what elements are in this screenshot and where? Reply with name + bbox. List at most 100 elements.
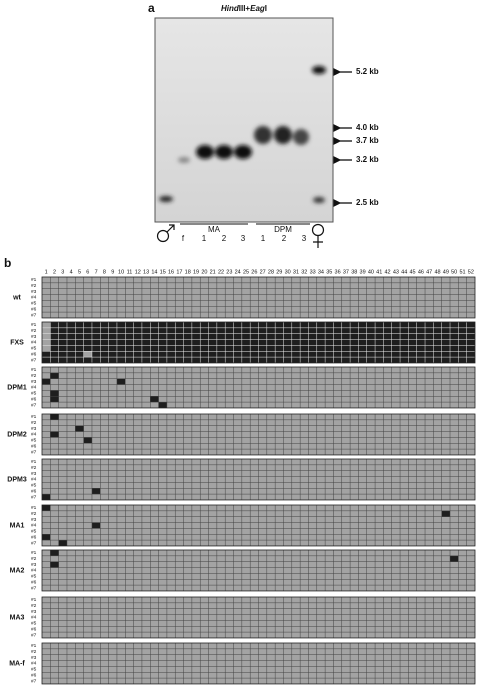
column-number: 29 xyxy=(276,269,282,275)
marker-label: 3.7 kb xyxy=(356,136,379,145)
cell xyxy=(91,522,101,529)
column-number: 37 xyxy=(343,269,349,275)
column-number: 19 xyxy=(193,269,199,275)
row-label: #7 xyxy=(31,494,37,500)
row-label: #4 xyxy=(31,568,37,574)
column-number: 44 xyxy=(401,269,407,275)
column-number: 28 xyxy=(268,269,274,275)
cell xyxy=(450,555,459,562)
row-label: #2 xyxy=(31,603,37,609)
row-label: #5 xyxy=(31,529,37,535)
row-label: #5 xyxy=(31,667,37,673)
row-label: #4 xyxy=(31,340,37,346)
column-number: 13 xyxy=(143,269,149,275)
column-number: 31 xyxy=(293,269,299,275)
block-border xyxy=(41,642,476,685)
block-border xyxy=(41,321,476,364)
row-label: #7 xyxy=(31,449,37,455)
row-label: #5 xyxy=(31,301,37,307)
row-label: #4 xyxy=(31,523,37,529)
column-number: 50 xyxy=(451,269,457,275)
cell xyxy=(75,425,84,432)
column-number: 22 xyxy=(218,269,224,275)
cell xyxy=(83,351,92,358)
cell xyxy=(58,540,67,546)
row-label: #6 xyxy=(31,579,37,585)
column-number: 1 xyxy=(45,269,48,275)
block-border xyxy=(41,504,476,547)
row-label: #3 xyxy=(31,289,37,295)
row-label: #7 xyxy=(31,357,37,363)
band xyxy=(313,197,325,203)
column-number: 11 xyxy=(127,269,133,275)
cell xyxy=(42,534,51,541)
cell xyxy=(91,488,101,495)
row-label: #1 xyxy=(31,322,37,328)
row-label: #5 xyxy=(31,391,37,397)
group-label: DPM xyxy=(274,225,292,234)
row-label: #6 xyxy=(31,396,37,402)
column-number: 33 xyxy=(310,269,316,275)
cell xyxy=(150,396,159,403)
group-label: MA xyxy=(208,225,221,234)
column-number: 8 xyxy=(103,269,106,275)
band xyxy=(254,126,272,144)
band xyxy=(178,157,190,163)
row-label: #1 xyxy=(31,643,37,649)
row-label: #5 xyxy=(31,574,37,580)
row-label: #5 xyxy=(31,346,37,352)
column-number: 52 xyxy=(468,269,474,275)
female-symbol xyxy=(311,223,325,248)
row-label: #1 xyxy=(31,367,37,373)
title-part: Eag xyxy=(250,4,265,13)
column-number: 32 xyxy=(301,269,307,275)
column-number: 40 xyxy=(368,269,374,275)
male-symbol xyxy=(156,224,175,243)
column-number: 25 xyxy=(243,269,249,275)
row-label: #2 xyxy=(31,649,37,655)
band xyxy=(159,196,173,202)
column-number: 46 xyxy=(418,269,424,275)
row-label: #7 xyxy=(31,585,37,591)
cell xyxy=(50,550,59,556)
column-number: 14 xyxy=(151,269,157,275)
row-label: #5 xyxy=(31,621,37,627)
row-label: #4 xyxy=(31,477,37,483)
cell xyxy=(158,402,167,408)
row-label: #6 xyxy=(31,672,37,678)
marker-label: 4.0 kb xyxy=(356,123,379,132)
column-number: 9 xyxy=(111,269,114,275)
marker-label: 5.2 kb xyxy=(356,67,379,76)
block-border xyxy=(41,549,476,592)
column-number: 10 xyxy=(118,269,124,275)
row-label: #6 xyxy=(31,626,37,632)
band xyxy=(234,145,252,159)
row-label: #6 xyxy=(31,488,37,494)
block-border xyxy=(41,458,476,501)
sample-name: FXS xyxy=(10,339,24,346)
cell xyxy=(42,494,51,500)
lane-label: 1 xyxy=(261,234,266,243)
row-label: #7 xyxy=(31,632,37,638)
title-part: III+ xyxy=(239,4,251,13)
row-label: #4 xyxy=(31,295,37,301)
row-label: #2 xyxy=(31,373,37,379)
column-number: 48 xyxy=(434,269,440,275)
cell xyxy=(42,378,51,385)
band xyxy=(293,129,309,145)
column-number: 23 xyxy=(226,269,232,275)
row-label: #3 xyxy=(31,334,37,340)
row-label: #7 xyxy=(31,402,37,408)
column-number: 27 xyxy=(260,269,266,275)
row-label: #3 xyxy=(31,471,37,477)
column-number: 20 xyxy=(201,269,207,275)
row-label: #6 xyxy=(31,443,37,449)
row-label: #5 xyxy=(31,438,37,444)
cell xyxy=(83,437,92,444)
row-label: #4 xyxy=(31,615,37,621)
column-number: 39 xyxy=(360,269,366,275)
band xyxy=(274,126,292,144)
sample-name: DPM3 xyxy=(7,476,27,483)
row-label: #3 xyxy=(31,655,37,661)
cell xyxy=(50,561,59,568)
